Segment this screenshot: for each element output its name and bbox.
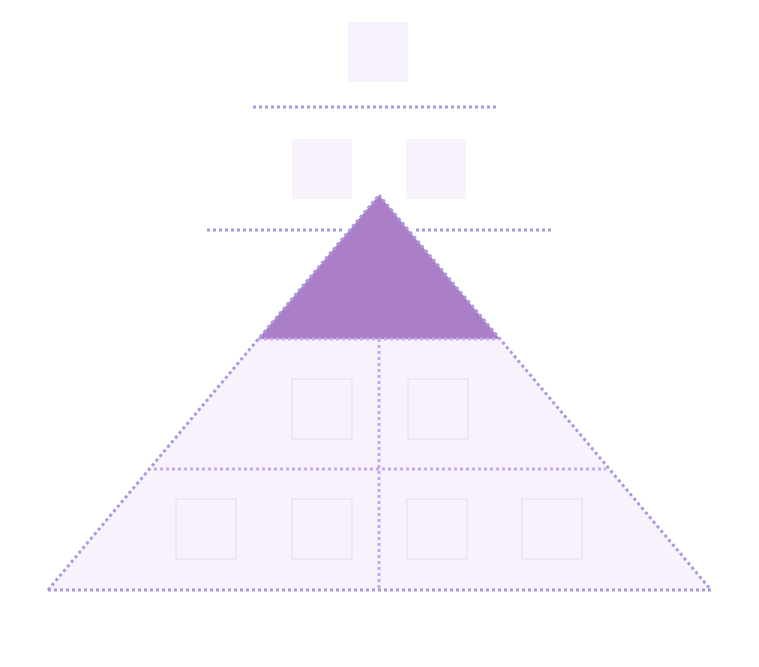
upper-right-tile bbox=[406, 139, 466, 199]
middle-placeholder bbox=[291, 378, 353, 440]
pyramid-right-edge bbox=[377, 194, 713, 591]
base-placeholder bbox=[521, 498, 583, 560]
pyramid-left-edge bbox=[46, 194, 381, 591]
pyramid-apex bbox=[258, 195, 500, 339]
top-tile bbox=[348, 22, 408, 82]
pyramid-body bbox=[48, 195, 711, 590]
base-placeholder bbox=[291, 498, 353, 560]
base-placeholder bbox=[406, 498, 468, 560]
upper-left-tile bbox=[292, 139, 352, 199]
middle-placeholder bbox=[407, 378, 469, 440]
base-placeholder bbox=[175, 498, 237, 560]
